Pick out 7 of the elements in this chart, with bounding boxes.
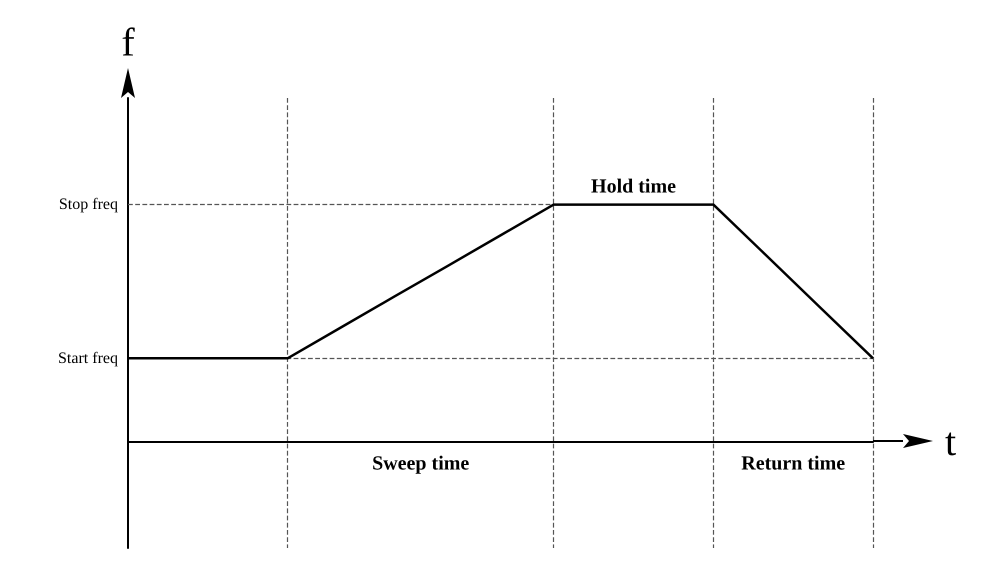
ref-line-label: Stop freq [58, 196, 118, 214]
text: Sweep time [372, 452, 470, 474]
ref-line-label: Start freq [58, 350, 118, 367]
text: Hold time [591, 176, 676, 198]
text: Return time [741, 452, 846, 474]
y-axis-title: f [121, 20, 136, 64]
x-axis-title: t [945, 418, 956, 464]
